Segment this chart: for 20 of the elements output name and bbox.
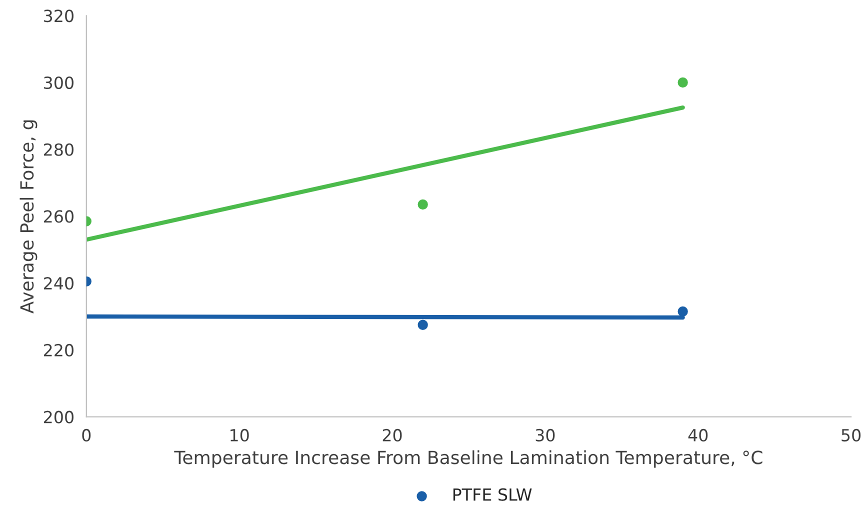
y-tick-label: 260 — [44, 210, 74, 223]
x-tick-label: 40 — [688, 428, 708, 442]
y-tick-label: 240 — [44, 277, 74, 290]
point — [418, 199, 428, 210]
x-tick-label: 10 — [230, 428, 249, 442]
point — [678, 77, 688, 88]
y-tick-label: 320 — [44, 10, 74, 22]
y-axis-title: Average Peel Force, g — [20, 120, 38, 314]
point — [678, 306, 688, 317]
y-tick-label: 200 — [44, 410, 74, 424]
point — [418, 320, 428, 330]
y-tick-label: 220 — [44, 344, 74, 357]
x-tick-label: 0 — [82, 428, 91, 442]
x-axis-title: Temperature Increase From Baseline Lamination Temperature, °C — [174, 450, 762, 468]
y-tick-label: 300 — [44, 76, 74, 90]
x-tick-label: 30 — [536, 428, 555, 442]
legend-label: PTFE SLW — [453, 488, 532, 501]
x-tick-label: 20 — [382, 428, 402, 442]
y-tick-label: 280 — [44, 143, 74, 156]
x-tick-label: 50 — [842, 428, 861, 442]
